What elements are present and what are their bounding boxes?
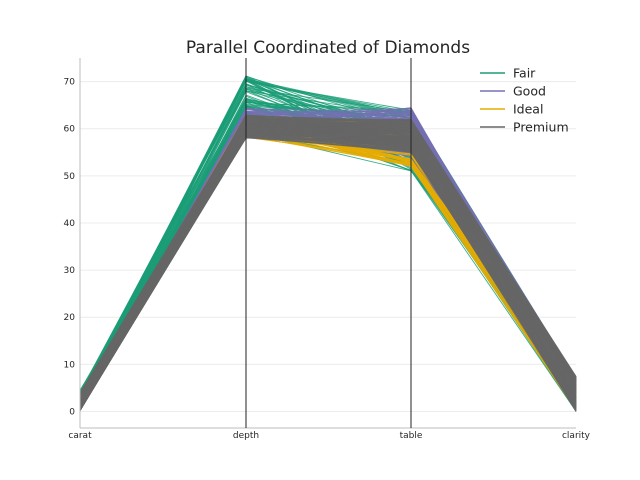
axis-label-depth: depth [233,431,259,441]
axis-label-carat: carat [68,431,92,441]
legend-label-ideal: Ideal [513,102,543,117]
ytick-label-30: 30 [64,266,76,276]
lines-layer [79,75,577,412]
series-premium [79,114,577,412]
axis-label-clarity: clarity [562,431,591,441]
series-line [79,119,577,411]
ytick-label-50: 50 [64,172,76,182]
series-line [79,125,577,403]
legend: Fair Good Ideal Premium [480,66,569,135]
ytick-label-60: 60 [64,125,76,135]
ytick-label-0: 0 [69,408,75,418]
legend-label-fair: Fair [513,66,536,81]
ytick-label-10: 10 [64,360,76,370]
legend-label-good: Good [513,84,546,99]
axes-layer: 0 10 20 30 40 50 60 70 carat depth table clarity [64,58,591,441]
axis-label-table: table [400,431,423,441]
chart-title: Parallel Coordinated of Diamonds [186,38,470,58]
ytick-label-20: 20 [64,313,76,323]
legend-label-premium: Premium [513,120,569,135]
ytick-label-70: 70 [64,78,76,88]
ytick-label-40: 40 [64,219,76,229]
